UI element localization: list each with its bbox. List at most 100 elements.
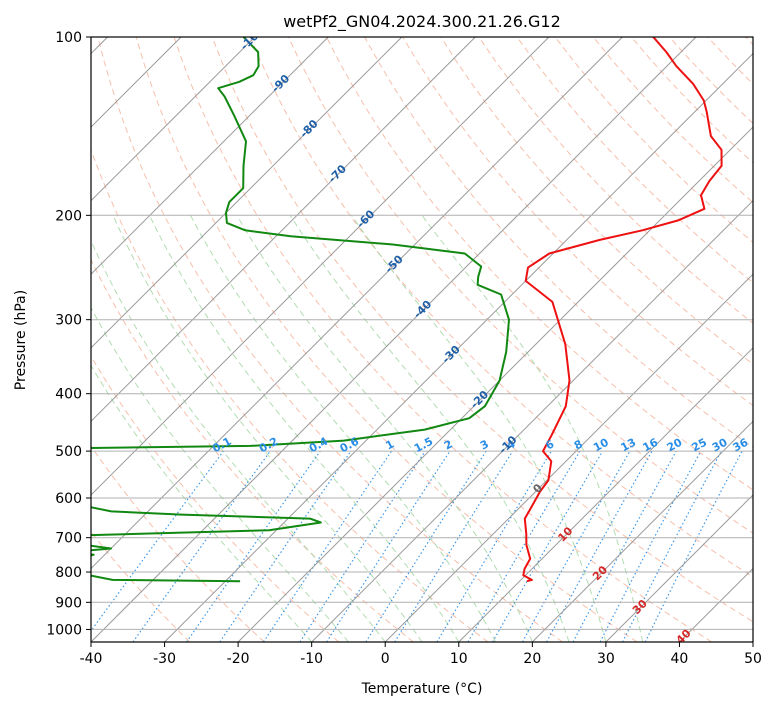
chart-title: wetPf2_GN04.2024.300.21.26.G12 <box>283 12 561 32</box>
mixing-ratio-label: 30 <box>710 436 730 455</box>
x-axis-ticks: -40 -30 -20 -10 0 10 20 30 40 50 <box>80 642 762 667</box>
y-tick-label: 1000 <box>46 622 82 638</box>
dry-adiabat <box>440 37 753 365</box>
dry-adiabat <box>287 37 753 534</box>
isotherm-line <box>679 567 753 642</box>
moist-adiabat <box>91 239 386 642</box>
isotherm-line <box>164 52 753 642</box>
isotherm-label: -50 <box>383 252 406 275</box>
dry-adiabat <box>97 37 563 642</box>
moist-adiabat <box>236 215 533 642</box>
mixing-ratio-label: 6 <box>543 437 556 452</box>
mixing-ratio-line <box>572 450 677 642</box>
mixing-ratio-line <box>521 450 631 642</box>
mixing-ratio-line <box>262 450 392 642</box>
dry-adiabat <box>135 37 638 642</box>
y-tick-label: 300 <box>55 313 82 329</box>
mixing-ratio-label: 20 <box>665 436 685 455</box>
mixing-ratio-line <box>467 450 581 642</box>
moist-adiabat <box>351 215 607 642</box>
mixing-ratio-label: 1.5 <box>412 435 435 456</box>
mixing-ratio-line <box>91 450 224 632</box>
y-tick-label: 100 <box>55 30 82 46</box>
x-tick-label: 20 <box>523 651 541 667</box>
mixing-ratio-line <box>394 450 514 642</box>
dry-adiabat <box>326 37 753 491</box>
dry-adiabat <box>249 37 753 578</box>
isotherm-label: -90 <box>269 72 292 95</box>
mixing-ratio-label: 0.4 <box>307 435 331 456</box>
mixing-ratio-line <box>299 450 426 642</box>
isotherm-label: -70 <box>326 162 349 185</box>
x-tick-label: 30 <box>597 651 615 667</box>
isotherm-line <box>91 37 623 570</box>
mixing-ratio-line <box>599 450 702 642</box>
mixing-ratio-line <box>365 450 487 642</box>
isotherm-line <box>384 273 753 642</box>
plot-frame <box>90 36 754 643</box>
temperature-line <box>522 37 723 583</box>
dry-adiabat <box>91 148 489 642</box>
isotherm-line <box>91 37 697 642</box>
moist-adiabat <box>289 215 570 642</box>
mixing-ratio-label: 16 <box>641 436 661 455</box>
moist-adiabat <box>190 215 497 642</box>
dry-adiabat <box>91 445 265 642</box>
isotherm-label: -20 <box>468 388 491 411</box>
mixing-ratio-line <box>436 450 553 642</box>
isotherm-line <box>752 641 753 642</box>
y-tick-label: 800 <box>55 565 82 581</box>
background-lines <box>91 37 753 642</box>
x-tick-label: -40 <box>80 651 103 667</box>
dry-adiabat <box>478 37 753 324</box>
isotherm-line <box>91 37 403 349</box>
isotherm-line <box>91 37 550 496</box>
moist-adiabat <box>112 215 423 642</box>
y-tick-label: 600 <box>55 491 82 507</box>
dry-adiabat <box>211 37 753 623</box>
y-tick-label: 900 <box>55 595 82 611</box>
mixing-ratio-label: 2 <box>442 437 455 452</box>
isotherm-line <box>531 420 753 642</box>
moist-adiabat <box>91 306 349 642</box>
y-tick-label: 500 <box>55 444 82 460</box>
isotherm-line <box>91 37 329 275</box>
dry-adiabat <box>669 37 753 125</box>
isotherm-line <box>458 347 753 642</box>
isotherm-label: -60 <box>354 207 377 230</box>
moist-adiabat <box>149 215 460 642</box>
data-series <box>91 37 723 583</box>
x-tick-label: 40 <box>671 651 689 667</box>
y-tick-label: 700 <box>55 531 82 547</box>
x-tick-label: -30 <box>153 651 176 667</box>
dry-adiabat <box>516 37 753 284</box>
isotherm-label: -30 <box>440 343 463 366</box>
x-tick-label: -20 <box>227 651 250 667</box>
isotherm-label: -40 <box>411 297 434 320</box>
x-tick-label: -10 <box>300 651 323 667</box>
mixing-ratio-label: 13 <box>619 436 639 455</box>
mixing-ratio-label: 0.1 <box>210 435 233 456</box>
dry-adiabat <box>91 355 340 642</box>
mixing-ratio-line <box>219 450 352 642</box>
isotherm-label: 20 <box>590 563 610 583</box>
x-axis-title: Temperature (°C) <box>361 681 483 697</box>
moist-adiabat <box>91 364 313 642</box>
mixing-ratio-label: 25 <box>689 436 709 455</box>
dewpoint-line <box>91 37 510 583</box>
isotherm-line <box>91 37 476 423</box>
isotherm-line <box>237 126 753 642</box>
mixing-ratio-line <box>546 450 653 642</box>
dry-adiabat <box>554 37 753 244</box>
dry-adiabat <box>707 37 753 85</box>
mixing-ratio-line <box>644 450 743 642</box>
mixing-ratio-label: 0.6 <box>338 435 362 456</box>
dry-adiabat <box>91 258 414 642</box>
isotherm-label: -80 <box>297 117 320 140</box>
y-axis-ticks: 100 200 300 400 500 600 700 800 900 1000 <box>46 30 91 638</box>
isotherm-line <box>605 494 753 642</box>
isotherm-line <box>91 37 256 202</box>
x-tick-label: 50 <box>744 651 762 667</box>
y-tick-label: 400 <box>55 387 82 403</box>
